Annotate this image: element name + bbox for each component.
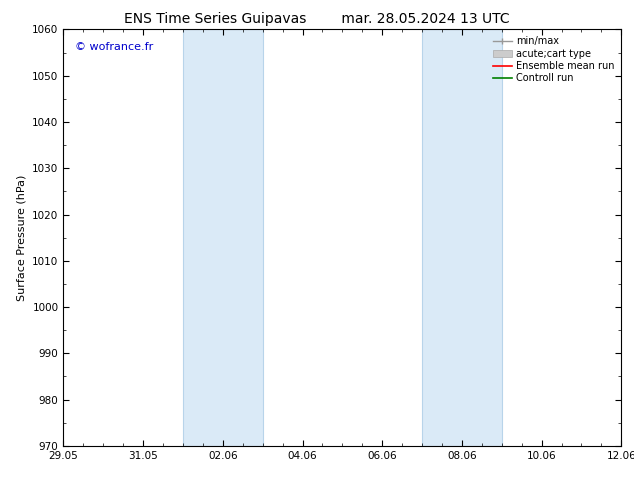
Bar (422, 29, 501, 446)
Legend: min/max, acute;cart type, Ensemble mean run, Controll run: min/max, acute;cart type, Ensemble mean … (491, 34, 616, 85)
Y-axis label: Surface Pressure (hPa): Surface Pressure (hPa) (16, 174, 27, 301)
Bar (183, 29, 262, 446)
Text: © wofrance.fr: © wofrance.fr (75, 42, 153, 52)
Text: ENS Time Series Guipavas        mar. 28.05.2024 13 UTC: ENS Time Series Guipavas mar. 28.05.2024… (124, 12, 510, 26)
